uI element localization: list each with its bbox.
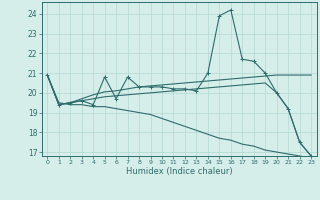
- X-axis label: Humidex (Indice chaleur): Humidex (Indice chaleur): [126, 167, 233, 176]
